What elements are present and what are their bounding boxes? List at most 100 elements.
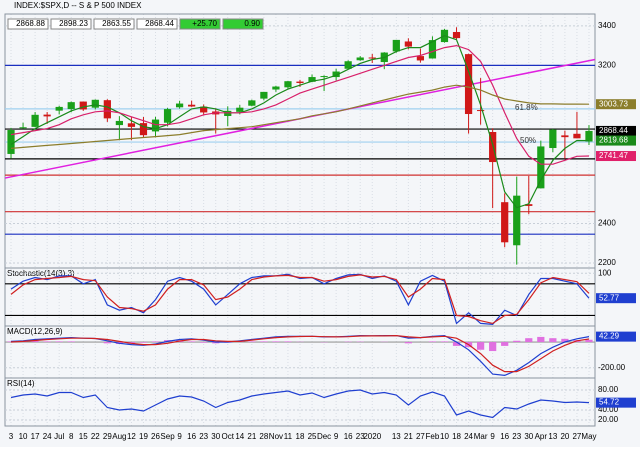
x-tick-label: 9 <box>334 432 339 441</box>
x-tick-label: 10 <box>19 432 28 441</box>
x-tick-label: 24 <box>43 432 52 441</box>
candle-body <box>92 100 99 108</box>
x-tick-label: 28 <box>259 432 268 441</box>
histogram-bar <box>272 341 279 342</box>
quote-value: 2868.44 <box>145 19 174 28</box>
candle-body <box>260 92 267 99</box>
candle-body <box>417 56 424 60</box>
candle-body <box>68 102 75 109</box>
value-tag-label: 2868.44 <box>599 126 628 135</box>
candle-body <box>116 121 123 125</box>
candle-body <box>561 135 568 137</box>
annotation: 61.8% <box>515 103 538 112</box>
x-tick-label: 8 <box>69 432 74 441</box>
x-tick-label: 15 <box>79 432 88 441</box>
panel-title: RSI(14) <box>7 379 35 388</box>
panel-title: MACD(12,26,9) <box>7 327 63 336</box>
x-tick-label: Feb <box>426 432 440 441</box>
x-tick-label: 11 <box>284 432 293 441</box>
y-tick-label: 2200 <box>598 258 616 267</box>
histogram-bar <box>585 340 592 342</box>
x-tick-label: 16 <box>187 432 196 441</box>
histogram-bar <box>537 337 544 342</box>
candle-body <box>296 82 303 83</box>
candle-body <box>272 87 279 90</box>
candle-body <box>477 110 484 111</box>
annotation: 50% <box>520 136 536 145</box>
candle-body <box>152 120 159 132</box>
candle-body <box>393 40 400 51</box>
y-tick-label: 2400 <box>598 219 616 228</box>
quote-value: 2868.88 <box>16 19 45 28</box>
x-tick-label: 20 <box>560 432 569 441</box>
candle-body <box>369 57 376 58</box>
candle-body <box>320 76 327 77</box>
x-tick-label: 27 <box>416 432 425 441</box>
histogram-bar <box>152 341 159 342</box>
value-tag-label: 52.77 <box>599 293 620 302</box>
y-tick-label: -200.00 <box>598 363 626 372</box>
x-tick-label: 9 <box>490 432 495 441</box>
quote-value: 0.90 <box>244 19 260 28</box>
candle-body <box>248 100 255 105</box>
candle-body <box>31 115 38 127</box>
y-tick-label: 3200 <box>598 61 616 70</box>
histogram-bar <box>188 341 195 342</box>
value-tag-label: 2741.47 <box>599 151 628 160</box>
x-tick-label: 2020 <box>363 432 381 441</box>
candle-body <box>513 196 520 246</box>
histogram-bar <box>248 341 255 342</box>
histogram-bar <box>104 342 111 343</box>
histogram-bar <box>260 341 267 342</box>
candle-body <box>501 202 508 242</box>
histogram-bar <box>140 342 147 343</box>
y-tick-label: 80.00 <box>598 385 619 394</box>
x-tick-label: Apr <box>535 432 548 441</box>
x-tick-label: 9 <box>177 432 182 441</box>
histogram-bar <box>501 342 508 346</box>
histogram-bar <box>441 341 448 342</box>
x-tick-label: 29 <box>103 432 112 441</box>
candle-body <box>236 108 243 112</box>
x-tick-label: May <box>581 432 596 441</box>
x-tick-label: 23 <box>199 432 208 441</box>
histogram-bar <box>489 342 496 351</box>
x-tick-label: 21 <box>247 432 256 441</box>
x-tick-label: 13 <box>548 432 557 441</box>
histogram-bar <box>477 342 484 350</box>
candle-body <box>44 115 51 117</box>
histogram-bar <box>68 341 75 342</box>
value-tag-label: 2819.68 <box>599 136 628 145</box>
quote-value: 2863.55 <box>102 19 131 28</box>
x-tick-label: 30 <box>524 432 533 441</box>
y-tick-label: 100 <box>598 268 612 277</box>
histogram-bar <box>44 341 51 342</box>
x-tick-label: 3 <box>9 432 14 441</box>
x-tick-label: Oct <box>222 432 235 441</box>
x-tick-label: 18 <box>296 432 305 441</box>
histogram-bar <box>200 342 207 343</box>
candle-body <box>284 81 291 87</box>
x-tick-label: 22 <box>91 432 100 441</box>
candle-body <box>19 127 26 128</box>
histogram-bar <box>284 341 291 342</box>
x-tick-label: 21 <box>404 432 413 441</box>
x-tick-label: 18 <box>452 432 461 441</box>
x-tick-label: 12 <box>127 432 136 441</box>
chart-title: INDEX:$SPX,D -- S & P 500 INDEX <box>14 1 142 10</box>
x-tick-label: Aug <box>112 432 126 441</box>
candle-body <box>405 41 412 46</box>
x-tick-label: 16 <box>500 432 509 441</box>
quote-value: +25.70 <box>192 19 217 28</box>
histogram-bar <box>513 341 520 342</box>
histogram-bar <box>525 338 532 342</box>
candle-body <box>573 134 580 139</box>
x-tick-label: 17 <box>31 432 40 441</box>
candle-body <box>104 100 111 118</box>
x-tick-label: Mar <box>474 432 488 441</box>
candle-body <box>549 130 556 148</box>
candle-body <box>128 123 135 127</box>
x-tick-label: Jul <box>54 432 64 441</box>
candle-body <box>56 107 63 111</box>
y-tick-label: 3400 <box>598 21 616 30</box>
